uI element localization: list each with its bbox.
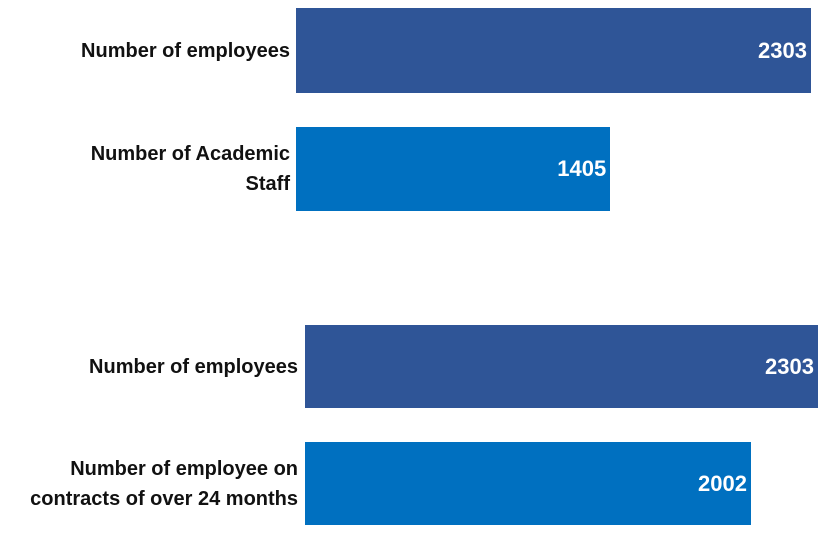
value-label: 2303 [765,353,814,379]
bar [296,8,811,93]
category-label: Number of Academic Staff [90,143,290,195]
value-label: 1405 [557,156,607,181]
category-label: Number of employee on contracts of over … [30,457,298,510]
value-label: 2002 [697,470,747,496]
category-label: Number of employees [81,39,290,62]
bar [305,325,818,408]
category-label: Number of employees [89,355,298,378]
value-label: 2303 [758,37,807,63]
bar [296,127,611,211]
bar [305,442,751,525]
